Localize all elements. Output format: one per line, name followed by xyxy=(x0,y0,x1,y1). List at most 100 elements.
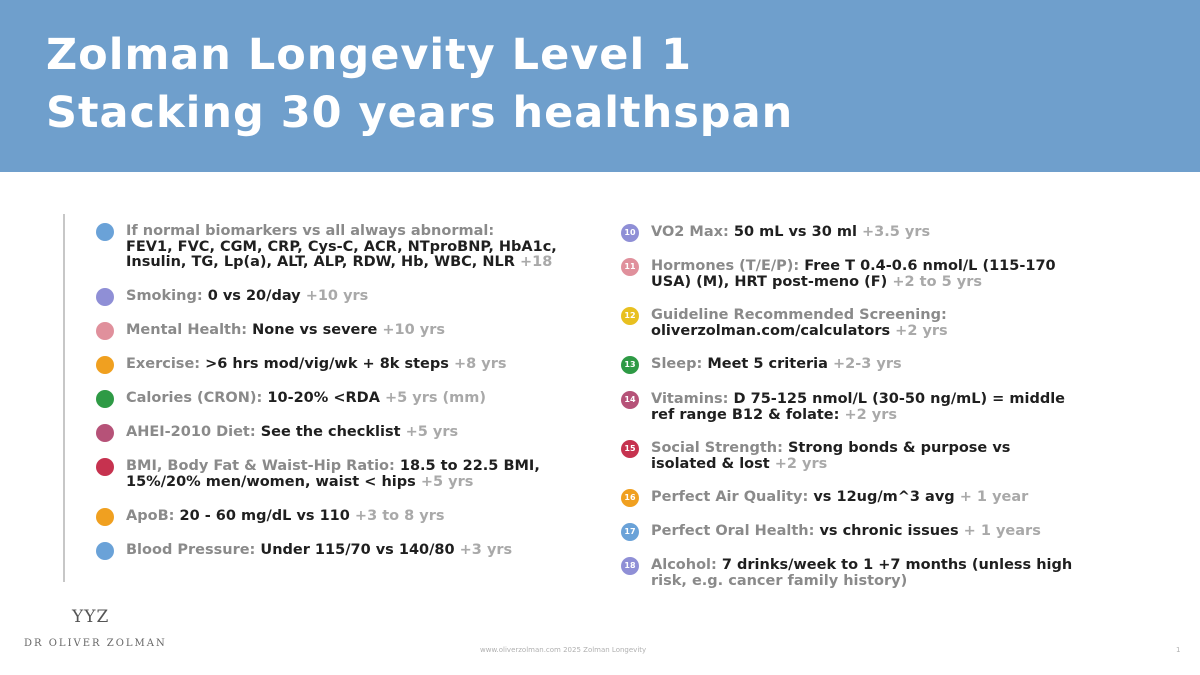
left-divider-line xyxy=(63,214,65,582)
item-gain: +5 yrs xyxy=(405,424,459,440)
badge-18: 18 xyxy=(621,557,639,575)
item-gain: +3.5 yrs xyxy=(861,224,931,240)
item-gain: +2-3 yrs xyxy=(833,356,902,372)
badge-13: 13 xyxy=(621,356,639,374)
item-text: Meet 5 criteria xyxy=(707,356,828,372)
item-label: Guideline Recommended Screening: xyxy=(651,307,947,323)
item-label: Sleep: xyxy=(651,356,703,372)
logo-mark: YYZ xyxy=(72,607,110,627)
item-label: ApoB: xyxy=(126,508,175,524)
badge-11: 11 xyxy=(621,258,639,276)
item-gain: +18 xyxy=(519,254,553,270)
item-gain: +8 yrs xyxy=(453,356,507,372)
title-line-1: Zolman Longevity Level 1 xyxy=(46,30,693,80)
item-gain: +3 yrs xyxy=(459,542,513,558)
item-label: Exercise: xyxy=(126,356,201,372)
item-text: 0 vs 20/day xyxy=(207,288,301,304)
item-label: Perfect Oral Health: xyxy=(651,523,815,539)
item-label: Mental Health: xyxy=(126,322,248,338)
list-item-smoking: Smoking: 0 vs 20/day +10 yrs xyxy=(96,288,369,306)
list-item-diet: AHEI-2010 Diet: See the checklist +5 yrs xyxy=(96,424,459,442)
item-gain: +2 yrs xyxy=(895,322,948,339)
item-gain: +5 yrs (mm) xyxy=(384,390,487,406)
item-label: Alcohol: xyxy=(651,557,717,573)
item-label: If normal biomarkers vs all always abnor… xyxy=(126,223,495,239)
badge-4 xyxy=(96,356,114,374)
list-item-hormones: 11 Hormones (T/E/P): Free T 0.4-0.6 nmol… xyxy=(621,258,1056,290)
item-label: Vitamins: xyxy=(651,391,729,407)
item-label: Hormones (T/E/P): xyxy=(651,258,800,274)
badge-17: 17 xyxy=(621,523,639,541)
item-text-line: USA) (M), HRT post-meno (F) +2 to 5 yrs xyxy=(651,273,982,290)
item-text: vs 12ug/m^3 avg xyxy=(813,489,955,505)
badge-15: 15 xyxy=(621,440,639,458)
item-label: Calories (CRON): xyxy=(126,390,263,406)
item-gain: +10 yrs xyxy=(382,322,446,338)
item-text-line: Insulin, TG, Lp(a), ALT, ALP, RDW, Hb, W… xyxy=(126,254,553,270)
list-item-screening: 12 Guideline Recommended Screening: oliv… xyxy=(621,307,948,339)
badge-12: 12 xyxy=(621,307,639,325)
item-gain: +5 yrs xyxy=(420,473,474,490)
badge-5 xyxy=(96,390,114,408)
item-text: See the checklist xyxy=(260,424,401,440)
badge-16: 16 xyxy=(621,489,639,507)
item-gain: +2 to 5 yrs xyxy=(892,273,982,290)
item-text: 10-20% <RDA xyxy=(267,390,380,406)
item-text-line: Strong bonds & purpose vs xyxy=(787,440,1011,456)
item-label: Perfect Air Quality: xyxy=(651,489,809,505)
list-item-oral-health: 17 Perfect Oral Health: vs chronic issue… xyxy=(621,523,1041,541)
badge-6 xyxy=(96,424,114,442)
item-text-line: isolated & lost +2 yrs xyxy=(651,455,828,472)
item-text-line: FEV1, FVC, CGM, CRP, Cys-C, ACR, NTproBN… xyxy=(126,238,557,255)
item-gain: +2 yrs xyxy=(774,455,828,472)
badge-9 xyxy=(96,542,114,560)
list-item-alcohol: 18 Alcohol: 7 drinks/week to 1 +7 months… xyxy=(621,557,1073,589)
item-text-line: 15%/20% men/women, waist < hips +5 yrs xyxy=(126,473,474,490)
badge-2 xyxy=(96,288,114,306)
item-label: AHEI-2010 Diet: xyxy=(126,424,256,440)
list-item-sleep: 13 Sleep: Meet 5 criteria +2-3 yrs xyxy=(621,356,902,374)
item-text: Under 115/70 vs 140/80 xyxy=(260,542,455,558)
list-item-vo2max: 10 VO2 Max: 50 mL vs 30 ml +3.5 yrs xyxy=(621,224,931,242)
item-label: Social Strength: xyxy=(651,440,783,456)
item-text-line: D 75-125 nmol/L (30-50 ng/mL) = middle xyxy=(733,391,1066,407)
badge-14: 14 xyxy=(621,391,639,409)
list-item-exercise: Exercise: >6 hrs mod/vig/wk + 8k steps +… xyxy=(96,356,507,374)
logo-name: DR OLIVER ZOLMAN xyxy=(24,638,167,649)
item-text-line: ref range B12 & folate: +2 yrs xyxy=(651,406,898,423)
badge-1 xyxy=(96,223,114,241)
item-gain: +2 yrs xyxy=(844,406,898,423)
page-number: 1 xyxy=(1176,646,1181,654)
item-label: VO2 Max: xyxy=(651,224,729,240)
footer-text: www.oliverzolman.com 2025 Zolman Longevi… xyxy=(480,646,647,654)
list-item-vitamins: 14 Vitamins: D 75-125 nmol/L (30-50 ng/m… xyxy=(621,391,1066,423)
item-text-line: 7 drinks/week to 1 +7 months (unless hig… xyxy=(721,557,1073,573)
list-item-blood-pressure: Blood Pressure: Under 115/70 vs 140/80 +… xyxy=(96,542,513,560)
badge-7 xyxy=(96,458,114,476)
list-item-bmi: BMI, Body Fat & Waist-Hip Ratio: 18.5 to… xyxy=(96,458,540,490)
item-gain: + 1 years xyxy=(963,523,1041,539)
title-banner: Zolman Longevity Level 1 Stacking 30 yea… xyxy=(0,0,1200,172)
list-item-mental-health: Mental Health: None vs severe +10 yrs xyxy=(96,322,446,340)
list-item-social-strength: 15 Social Strength: Strong bonds & purpo… xyxy=(621,440,1011,472)
item-gain: +10 yrs xyxy=(305,288,369,304)
item-gain: + 1 year xyxy=(959,489,1029,505)
item-text: 50 mL vs 30 ml xyxy=(733,224,857,240)
item-text-line: risk, e.g. cancer family history) xyxy=(651,572,908,589)
item-text: >6 hrs mod/vig/wk + 8k steps xyxy=(205,356,449,372)
item-text-line: oliverzolman.com/calculators +2 yrs xyxy=(651,322,948,339)
title-line-2: Stacking 30 years healthspan xyxy=(46,88,794,138)
item-text: None vs severe xyxy=(252,322,378,338)
list-item-biomarkers: If normal biomarkers vs all always abnor… xyxy=(96,223,557,271)
item-label: Smoking: xyxy=(126,288,203,304)
badge-10: 10 xyxy=(621,224,639,242)
item-text-line: 18.5 to 22.5 BMI, xyxy=(399,458,540,474)
badge-8 xyxy=(96,508,114,526)
list-item-air-quality: 16 Perfect Air Quality: vs 12ug/m^3 avg … xyxy=(621,489,1029,507)
item-text: vs chronic issues xyxy=(819,523,959,539)
item-label: BMI, Body Fat & Waist-Hip Ratio: xyxy=(126,458,395,474)
item-label: Blood Pressure: xyxy=(126,542,256,558)
item-gain: +3 to 8 yrs xyxy=(354,508,445,524)
item-text: 20 - 60 mg/dL vs 110 xyxy=(179,508,350,524)
list-item-calories: Calories (CRON): 10-20% <RDA +5 yrs (mm) xyxy=(96,390,487,408)
